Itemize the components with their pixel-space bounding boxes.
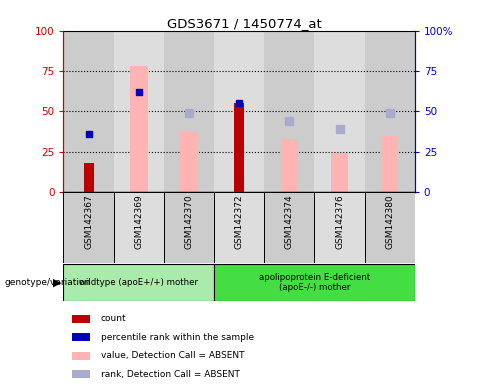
- Text: percentile rank within the sample: percentile rank within the sample: [101, 333, 254, 342]
- Bar: [214, 31, 264, 192]
- Bar: [164, 31, 214, 192]
- Bar: [72, 314, 90, 323]
- Text: GSM142370: GSM142370: [184, 194, 193, 249]
- Bar: [281, 139, 298, 192]
- Bar: [72, 333, 90, 341]
- Bar: [114, 192, 164, 263]
- Text: apolipoprotein E-deficient
(apoE-/-) mother: apolipoprotein E-deficient (apoE-/-) mot…: [259, 273, 370, 292]
- Bar: [314, 192, 365, 263]
- Bar: [214, 264, 415, 301]
- Bar: [180, 132, 198, 192]
- Bar: [130, 66, 147, 192]
- Bar: [264, 31, 314, 192]
- Text: value, Detection Call = ABSENT: value, Detection Call = ABSENT: [101, 351, 244, 360]
- Bar: [63, 264, 214, 301]
- Text: GSM142380: GSM142380: [385, 194, 394, 249]
- Bar: [83, 163, 94, 192]
- Text: GDS3671 / 1450774_at: GDS3671 / 1450774_at: [166, 17, 322, 30]
- Text: GSM142376: GSM142376: [335, 194, 344, 249]
- Bar: [314, 31, 365, 192]
- Bar: [331, 153, 348, 192]
- Text: ▶: ▶: [53, 277, 61, 287]
- Bar: [63, 192, 114, 263]
- Text: rank, Detection Call = ABSENT: rank, Detection Call = ABSENT: [101, 370, 240, 379]
- Bar: [234, 103, 244, 192]
- Text: count: count: [101, 314, 126, 323]
- Text: GSM142367: GSM142367: [84, 194, 93, 249]
- Text: genotype/variation: genotype/variation: [5, 278, 91, 287]
- Bar: [365, 31, 415, 192]
- Bar: [164, 192, 214, 263]
- Bar: [72, 352, 90, 360]
- Bar: [365, 192, 415, 263]
- Bar: [264, 192, 314, 263]
- Bar: [381, 136, 399, 192]
- Bar: [63, 31, 114, 192]
- Bar: [72, 370, 90, 378]
- Text: GSM142369: GSM142369: [134, 194, 143, 249]
- Text: wildtype (apoE+/+) mother: wildtype (apoE+/+) mother: [79, 278, 198, 287]
- Bar: [114, 31, 164, 192]
- Text: GSM142374: GSM142374: [285, 194, 294, 249]
- Bar: [214, 192, 264, 263]
- Text: GSM142372: GSM142372: [235, 194, 244, 249]
